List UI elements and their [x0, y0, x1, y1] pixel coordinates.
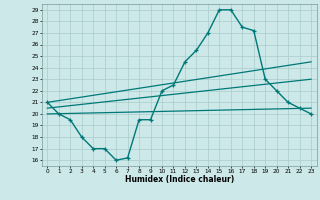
X-axis label: Humidex (Indice chaleur): Humidex (Indice chaleur)	[124, 175, 234, 184]
